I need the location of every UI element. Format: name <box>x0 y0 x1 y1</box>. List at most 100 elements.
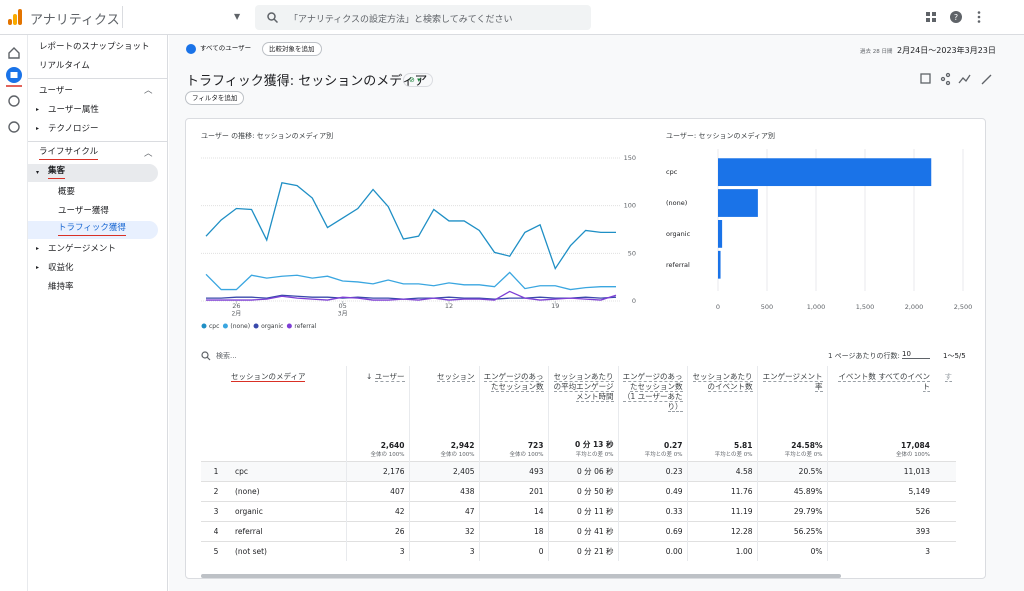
column-header[interactable]: エンゲージのあったセッション数（1 ユーザーあたり） <box>622 372 683 412</box>
cell <box>934 460 956 481</box>
nav-item[interactable]: 収益化 <box>48 263 74 273</box>
cell: 526 <box>826 500 934 521</box>
header-cell[interactable]: セッション <box>408 366 479 434</box>
x-tick-label: 05 <box>339 302 347 310</box>
data-row[interactable]: 4 referral 26 32 18 0 分 41 秒 0.69 12.28 56.25% 39… <box>201 520 956 541</box>
cell: 3 <box>408 540 479 561</box>
total-value: 0 分 13 秒 <box>575 439 614 449</box>
top-icons[interactable]: ? <box>925 11 985 24</box>
header-cell[interactable]: ↓ ユーザー <box>345 366 409 434</box>
total-value: 24.58% <box>791 440 823 450</box>
column-header[interactable]: セッションのメディア <box>231 372 306 382</box>
bar <box>718 189 758 217</box>
caret: ▸ <box>36 106 40 113</box>
bar <box>718 250 721 279</box>
cell: 0.33 <box>617 500 687 521</box>
nav-item[interactable]: 集客 <box>48 165 66 179</box>
caret: ▾ <box>36 169 40 176</box>
nav-item[interactable]: 維持率 <box>48 282 74 292</box>
main: すべてのユーザー 比較対象を追加 過去 28 日間 2月24日～2023年3月2… <box>169 35 1024 591</box>
cell: 32 <box>408 520 479 541</box>
scrollbar[interactable] <box>201 574 841 578</box>
cell <box>231 434 346 461</box>
data-row[interactable]: 2 (none) 407 438 201 0 分 50 秒 0.49 11.76 45.89% 5… <box>201 480 956 501</box>
header-cell[interactable]: セッションのメディア <box>231 366 346 434</box>
nav-item[interactable]: レポートのスナップショット <box>39 42 150 52</box>
cell: 201 <box>478 480 548 501</box>
column-header[interactable]: ユーザー <box>374 372 405 382</box>
total-cell: 2,640 全体の 100% <box>345 434 409 461</box>
column-header[interactable]: セッションあたりのイベント数 <box>692 372 753 392</box>
cell: 11.76 <box>686 480 757 501</box>
cell: 2 <box>201 480 231 501</box>
series-line <box>205 182 616 271</box>
data-row[interactable]: 1 cpc 2,176 2,405 493 0 分 06 秒 0.23 4.58 20.5% 11… <box>201 460 956 481</box>
nav-item[interactable]: ユーザー属性 <box>48 105 99 115</box>
logo <box>8 9 22 25</box>
cell: 393 <box>826 520 934 541</box>
header-cell[interactable]: エンゲージメント率 <box>756 366 827 434</box>
header-cell[interactable]: セッションあたりの平均エンゲージメント時間 <box>547 366 618 434</box>
cell: 20.5% <box>756 460 827 481</box>
nav-rail <box>0 35 28 591</box>
x-tick-label: 12 <box>445 302 453 310</box>
date-range[interactable]: 2月24日～2023年3月23日 <box>897 46 996 55</box>
header-cell <box>201 366 231 434</box>
legend-label: referral <box>294 323 316 330</box>
cell: 45.89% <box>756 480 827 501</box>
filter-chip[interactable]: フィルタを追加 <box>185 91 245 105</box>
rail-icons[interactable] <box>0 35 28 155</box>
data-row[interactable]: 5 (not set) 3 3 0 0 分 21 秒 0.00 1.00 0% 3 <box>201 540 956 561</box>
header-cell[interactable]: エンゲージのあったセッション数 <box>478 366 548 434</box>
report-actions[interactable] <box>919 72 999 86</box>
nav-item[interactable]: ユーザー獲得 <box>58 206 109 216</box>
compare-chip[interactable]: 比較対象を追加 <box>262 42 322 56</box>
total-cell: 17,084 全体の 100% <box>826 434 934 461</box>
cell: 5 <box>201 540 231 561</box>
cell: 42 <box>345 500 409 521</box>
nav-item[interactable]: テクノロジー <box>48 124 99 134</box>
search-box[interactable]: 「アナリティクスの設定方法」と検索してみてください <box>255 5 591 30</box>
nav-item[interactable]: トラフィック獲得 <box>58 222 126 236</box>
y-tick-label: referral <box>666 261 690 269</box>
status-chip[interactable]: ⊘ ▾ <box>403 73 433 87</box>
divider <box>122 6 123 28</box>
column-header[interactable]: す <box>944 372 952 382</box>
account-dropdown[interactable]: ▼ <box>234 12 241 21</box>
nav-section[interactable]: ユーザー <box>39 86 73 96</box>
rows-per-page-label: 1 ページあたりの行数: <box>828 352 900 360</box>
rows-per-page[interactable]: 10 <box>902 350 930 359</box>
nav-section[interactable]: ライフサイクル <box>39 146 99 160</box>
product-name: アナリティクス <box>30 13 120 28</box>
header-cell[interactable]: エンゲージのあったセッション数（1 ユーザーあたり） <box>617 366 687 434</box>
legend-marker <box>222 323 228 329</box>
cell: 26 <box>345 520 409 541</box>
table-search[interactable]: 検索... <box>216 352 237 360</box>
cell: 0.00 <box>617 540 687 561</box>
column-header[interactable]: エンゲージメント率 <box>762 372 823 392</box>
cell: cpc <box>231 460 346 481</box>
segment-chip[interactable]: すべてのユーザー <box>200 44 252 52</box>
header-cell[interactable]: イベント数 すべてのイベント <box>826 366 934 434</box>
column-header[interactable]: エンゲージのあったセッション数 <box>483 372 544 392</box>
x-month-label: 3月 <box>338 311 348 318</box>
column-header[interactable]: セッションあたりの平均エンゲージメント時間 <box>553 372 614 402</box>
legend-marker <box>286 323 292 329</box>
cell: 0% <box>756 540 827 561</box>
top-bar: アナリティクス ▼ 「アナリティクスの設定方法」と検索してみてください ? <box>0 0 1024 35</box>
segment-icon <box>186 44 196 54</box>
header-cell[interactable]: す <box>934 366 956 434</box>
header-cell[interactable]: セッションあたりのイベント数 <box>686 366 757 434</box>
cell: 0 分 11 秒 <box>547 500 618 521</box>
total-note: 平均との差 0% <box>575 451 614 458</box>
column-header[interactable]: イベント数 すべてのイベント <box>838 372 930 392</box>
nav-item[interactable]: エンゲージメント <box>48 244 116 254</box>
nav-item[interactable]: 概要 <box>58 187 76 197</box>
data-row[interactable]: 3 organic 42 47 14 0 分 11 秒 0.33 11.19 29.79% 526 <box>201 500 956 521</box>
nav-item[interactable]: リアルタイム <box>39 61 90 71</box>
total-note: 平均との差 0% <box>784 451 823 458</box>
column-header[interactable]: セッション <box>437 372 475 382</box>
cell: 3 <box>201 500 231 521</box>
